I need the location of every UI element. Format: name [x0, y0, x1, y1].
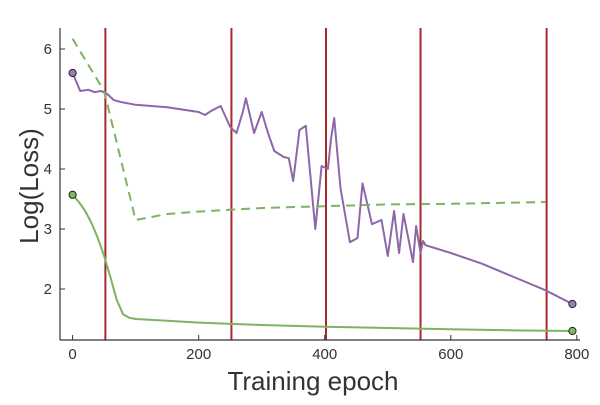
y-tick-label: 6 — [44, 41, 52, 58]
y-tick-label: 4 — [44, 161, 52, 178]
series-line-0 — [71, 72, 573, 305]
y-tick-label: 2 — [44, 281, 52, 298]
x-tick-label: 800 — [564, 346, 589, 363]
axes: 0 200 400 600 800 2 3 4 5 6 — [44, 28, 589, 363]
y-tick-label: 3 — [44, 221, 52, 238]
vertical-line-layer — [104, 28, 548, 340]
marker-layer — [68, 68, 577, 336]
series-line-2 — [71, 38, 546, 221]
series-line-1 — [71, 194, 573, 332]
series-endpoint-marker — [68, 68, 77, 78]
y-axis-title: Log(Loss) — [14, 128, 44, 244]
series-endpoint-marker — [568, 299, 577, 309]
x-axis-title: Training epoch — [227, 366, 398, 396]
x-tick-label: 600 — [438, 346, 463, 363]
y-tick-label: 5 — [44, 101, 52, 118]
series-endpoint-marker — [68, 190, 77, 199]
x-tick-label: 0 — [68, 346, 76, 363]
x-tick-label: 200 — [186, 346, 211, 363]
series-layer — [71, 38, 573, 332]
x-tick-label: 400 — [312, 346, 337, 363]
series-endpoint-marker — [568, 326, 577, 336]
